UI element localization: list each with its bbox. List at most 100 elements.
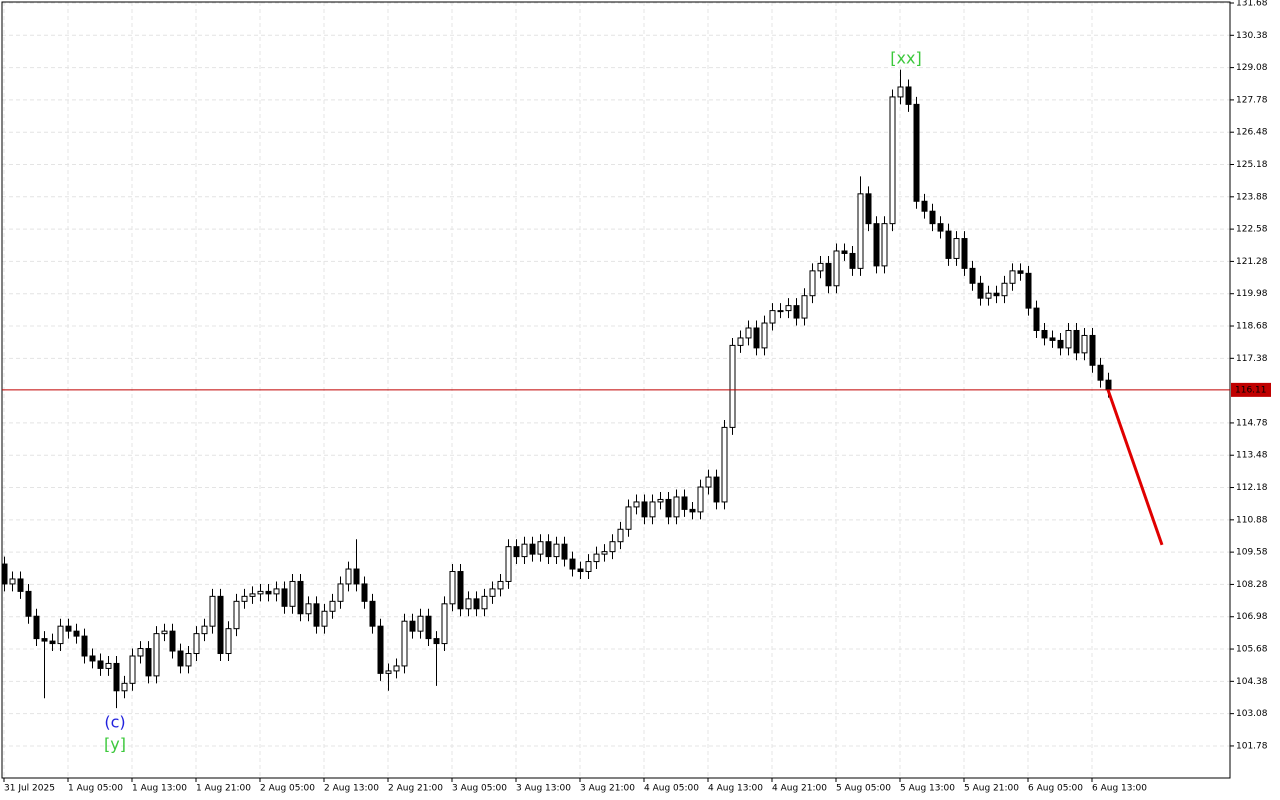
candle-body xyxy=(425,615,432,640)
x-tick-label: 4 Aug 21:00 xyxy=(772,784,827,794)
candle-body xyxy=(465,598,472,610)
candle-body xyxy=(561,543,568,560)
y-tick-label: 122.58 xyxy=(1236,225,1268,235)
candle-body xyxy=(745,327,752,339)
candle-body xyxy=(713,476,720,503)
candle-body xyxy=(961,238,968,269)
y-tick-label: 113.48 xyxy=(1236,451,1268,461)
x-tick-label: 3 Aug 21:00 xyxy=(580,784,635,794)
candle-body xyxy=(329,600,336,612)
y-tick-label: 118.68 xyxy=(1236,322,1268,332)
candle-body xyxy=(489,588,496,597)
candle-body xyxy=(897,86,904,98)
candle-body xyxy=(249,593,256,597)
x-tick-label: 5 Aug 05:00 xyxy=(836,784,891,794)
candle-body xyxy=(473,598,480,610)
candle-body xyxy=(793,305,800,319)
y-tick-label: 126.48 xyxy=(1236,128,1268,138)
candle-body xyxy=(345,568,352,585)
candle-body xyxy=(1065,329,1072,349)
candle-body xyxy=(417,615,424,632)
candle-body xyxy=(457,571,464,610)
candle-body xyxy=(633,501,640,508)
candle-body xyxy=(129,655,136,684)
candle-body xyxy=(97,660,104,669)
x-tick-label: 6 Aug 13:00 xyxy=(1092,784,1147,794)
candle-body xyxy=(369,600,376,627)
candle-body xyxy=(937,223,944,232)
candle-body xyxy=(121,682,128,692)
candle-body xyxy=(105,662,112,669)
candle-body xyxy=(481,595,488,610)
candle-body xyxy=(153,633,160,677)
candle-body xyxy=(57,625,64,645)
x-tick-label: 2 Aug 13:00 xyxy=(324,784,379,794)
candles xyxy=(1,69,1112,709)
candle-body xyxy=(505,546,512,582)
candle-body xyxy=(545,541,552,558)
candle-body xyxy=(665,498,672,518)
y-tick-label: 110.88 xyxy=(1236,515,1268,525)
forecast-line xyxy=(1106,389,1164,546)
candle-body xyxy=(689,508,696,513)
candle-body xyxy=(945,230,952,259)
candle-body xyxy=(217,595,224,655)
y-tick-label: 101.78 xyxy=(1236,741,1268,751)
candle-body xyxy=(657,498,664,503)
candle-body xyxy=(353,568,360,585)
x-tick-label: 3 Aug 13:00 xyxy=(516,784,571,794)
y-tick-label: 108.28 xyxy=(1236,580,1268,590)
y-tick-label: 104.38 xyxy=(1236,677,1268,687)
y-tick-label: 123.88 xyxy=(1236,192,1268,202)
candle-body xyxy=(209,595,216,627)
candle-body xyxy=(881,223,888,267)
candle-body xyxy=(1049,337,1056,341)
candle-body xyxy=(817,262,824,272)
candle-body xyxy=(41,638,48,642)
candle-body xyxy=(137,648,144,657)
candle-body xyxy=(585,561,592,573)
candle-body xyxy=(177,650,184,667)
candle-body xyxy=(841,250,848,254)
candle-body xyxy=(305,603,312,615)
y-tick-label: 114.78 xyxy=(1236,418,1268,428)
x-tick-label: 1 Aug 13:00 xyxy=(132,784,187,794)
candle-body xyxy=(929,210,936,225)
candle-body xyxy=(1,563,8,585)
candle-body xyxy=(377,625,384,674)
candle-body xyxy=(433,638,440,645)
x-tick-label: 6 Aug 05:00 xyxy=(1028,784,1083,794)
candle-body xyxy=(825,262,832,287)
y-tick-label: 103.08 xyxy=(1236,709,1268,719)
candle-body xyxy=(769,310,776,324)
candle-body xyxy=(1025,272,1032,309)
candle-body xyxy=(953,238,960,259)
candle-body xyxy=(673,496,680,518)
x-tick-label: 2 Aug 21:00 xyxy=(388,784,443,794)
candle-body xyxy=(233,600,240,630)
candle-body xyxy=(289,580,296,607)
candle-body xyxy=(721,426,728,503)
candle-body xyxy=(113,662,120,692)
candle-body xyxy=(857,193,864,269)
candle-body xyxy=(257,590,264,595)
candle-body xyxy=(281,588,288,607)
candle-body xyxy=(385,670,392,674)
candle-body xyxy=(801,295,808,319)
candle-body xyxy=(441,603,448,645)
candle-body xyxy=(521,543,528,558)
candle-body xyxy=(1017,270,1024,274)
candle-body xyxy=(401,620,408,667)
candle-body xyxy=(89,655,96,662)
current-price-label: 116.11 xyxy=(1235,385,1267,395)
candle-body xyxy=(185,653,192,667)
candle-body xyxy=(609,541,616,553)
candle-body xyxy=(313,603,320,627)
y-tick-label: 105.68 xyxy=(1236,645,1268,655)
candle-body xyxy=(273,588,280,595)
x-tick-label: 4 Aug 05:00 xyxy=(644,784,699,794)
candle-body xyxy=(641,501,648,518)
y-tick-label: 112.18 xyxy=(1236,483,1268,493)
candle-body xyxy=(297,580,304,615)
